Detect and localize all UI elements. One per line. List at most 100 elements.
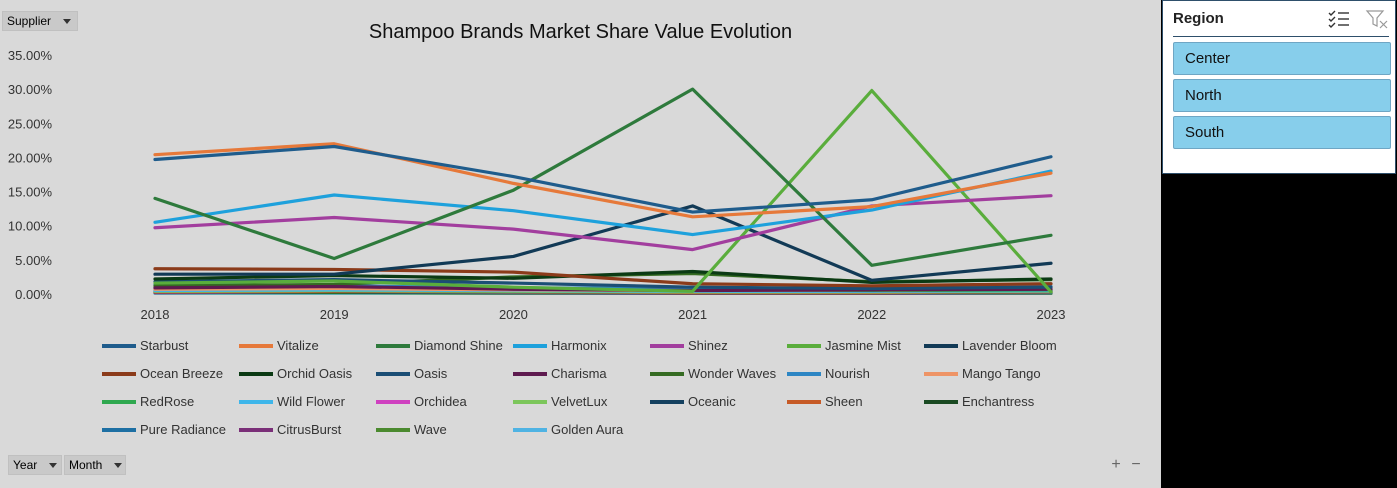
legend-item[interactable]: VelvetLux (513, 394, 607, 409)
legend-item[interactable]: Charisma (513, 366, 607, 381)
series-line-orchid-oasis[interactable] (153, 269, 1053, 284)
legend-swatch (102, 343, 136, 348)
slicer-title: Region (1173, 10, 1224, 27)
legend-label: Wild Flower (277, 394, 345, 409)
legend-swatch (239, 427, 273, 432)
x-tick-label: 2018 (141, 307, 170, 322)
legend-swatch (650, 399, 684, 404)
multi-select-icon[interactable] (1327, 8, 1351, 30)
series-line-starbust[interactable] (153, 144, 1053, 214)
legend-item[interactable]: Wave (376, 422, 447, 437)
legend-item[interactable]: Vitalize (239, 338, 319, 353)
legend-label: Oasis (414, 366, 448, 381)
legend-item[interactable]: Orchid Oasis (239, 366, 352, 381)
supplier-filter-button[interactable]: Supplier (2, 11, 78, 31)
y-tick-label: 35.00% (8, 48, 53, 63)
x-tick-label: 2019 (320, 307, 349, 322)
legend-item[interactable]: Pure Radiance (102, 422, 226, 437)
y-tick-label: 30.00% (8, 82, 53, 97)
x-tick-label: 2023 (1037, 307, 1066, 322)
legend-label: Wonder Waves (688, 366, 777, 381)
slicer-item-south[interactable]: South (1173, 116, 1391, 149)
legend-item[interactable]: Diamond Shine (376, 338, 503, 353)
supplier-filter-label: Supplier (7, 14, 52, 28)
region-slicer: Region Center North South (1162, 0, 1396, 174)
legend-label: Starbust (140, 338, 189, 353)
legend-label: Orchidea (414, 394, 467, 409)
legend-label: Jasmine Mist (825, 338, 901, 353)
series-line-harmonix[interactable] (153, 169, 1053, 237)
legend-item[interactable]: Wild Flower (239, 394, 345, 409)
legend-swatch (513, 399, 547, 404)
expand-field-button[interactable]: + (1111, 456, 1121, 473)
legend-item[interactable]: Sheen (787, 394, 863, 409)
legend-item[interactable]: Starbust (102, 338, 188, 353)
legend-item[interactable]: Oasis (376, 366, 447, 381)
chevron-down-icon (49, 462, 58, 468)
year-filter-label: Year (13, 458, 38, 472)
legend-label: Charisma (551, 366, 607, 381)
legend-item[interactable]: Wonder Waves (650, 366, 776, 381)
legend-swatch (239, 371, 273, 376)
line-chart: 0.00% 5.00% 10.00% 15.00% 20.00% 25.00% 30.00%… (8, 48, 1066, 322)
series-line-diamond-shine[interactable] (153, 87, 1053, 267)
legend-label: Pure Radiance (140, 422, 226, 437)
legend-label: Mango Tango (962, 366, 1041, 381)
legend-swatch (924, 371, 958, 376)
legend-swatch (102, 399, 136, 404)
x-tick-label: 2020 (499, 307, 528, 322)
legend-label: Nourish (825, 366, 870, 381)
y-tick-label: 15.00% (8, 185, 53, 200)
legend-swatch (376, 399, 410, 404)
legend-item[interactable]: Mango Tango (924, 366, 1041, 381)
y-tick-label: 5.00% (15, 253, 52, 268)
chart-area: Supplier Shampoo Brands Market Share Val… (0, 0, 1161, 488)
y-tick-label: 0.00% (15, 287, 52, 302)
legend-label: Sheen (825, 394, 863, 409)
legend-label: Diamond Shine (414, 338, 503, 353)
x-tick-label: 2022 (857, 307, 886, 322)
legend-swatch (924, 343, 958, 348)
legend-label: Lavender Bloom (962, 338, 1057, 353)
series-line-lavender-bloom[interactable] (153, 204, 1053, 282)
chart-title: Shampoo Brands Market Share Value Evolut… (368, 21, 793, 43)
legend-swatch (650, 371, 684, 376)
legend-swatch (513, 427, 547, 432)
legend-item[interactable]: Orchidea (376, 394, 467, 409)
legend-label: Vitalize (277, 338, 319, 353)
legend-label: Ocean Breeze (140, 366, 224, 381)
legend-label: VelvetLux (551, 394, 608, 409)
y-tick-label: 10.00% (8, 219, 53, 234)
x-tick-label: 2021 (678, 307, 707, 322)
legend-item[interactable]: Shinez (650, 338, 728, 353)
legend-label: Oceanic (688, 394, 736, 409)
legend-item[interactable]: Lavender Bloom (924, 338, 1057, 353)
series-line-vitalize[interactable] (153, 142, 1053, 219)
slicer-item-north[interactable]: North (1173, 79, 1391, 112)
legend-item[interactable]: Jasmine Mist (787, 338, 901, 353)
legend-swatch (239, 343, 273, 348)
legend-label: Enchantress (962, 394, 1035, 409)
legend-swatch (513, 343, 547, 348)
month-filter-button[interactable]: Month (64, 455, 126, 475)
legend-swatch (650, 343, 684, 348)
legend-item[interactable]: RedRose (102, 394, 194, 409)
legend-swatch (239, 399, 273, 404)
clear-filter-icon[interactable] (1365, 8, 1389, 30)
slicer-item-center[interactable]: Center (1173, 42, 1391, 75)
legend-swatch (513, 371, 547, 376)
legend-swatch (787, 399, 821, 404)
series-line-jasmine-mist[interactable] (153, 88, 1053, 294)
collapse-field-button[interactable]: − (1131, 456, 1141, 473)
series-line-ocean-breeze[interactable] (153, 267, 1053, 288)
legend-item[interactable]: Golden Aura (513, 422, 623, 437)
legend-item[interactable]: Ocean Breeze (102, 366, 223, 381)
legend-item[interactable]: Enchantress (924, 394, 1034, 409)
legend-item[interactable]: Nourish (787, 366, 870, 381)
legend-item[interactable]: Oceanic (650, 394, 736, 409)
legend-label: Wave (414, 422, 447, 437)
legend-item[interactable]: CitrusBurst (239, 422, 341, 437)
year-filter-button[interactable]: Year (8, 455, 62, 475)
legend-item[interactable]: Harmonix (513, 338, 607, 353)
legend-swatch (376, 343, 410, 348)
